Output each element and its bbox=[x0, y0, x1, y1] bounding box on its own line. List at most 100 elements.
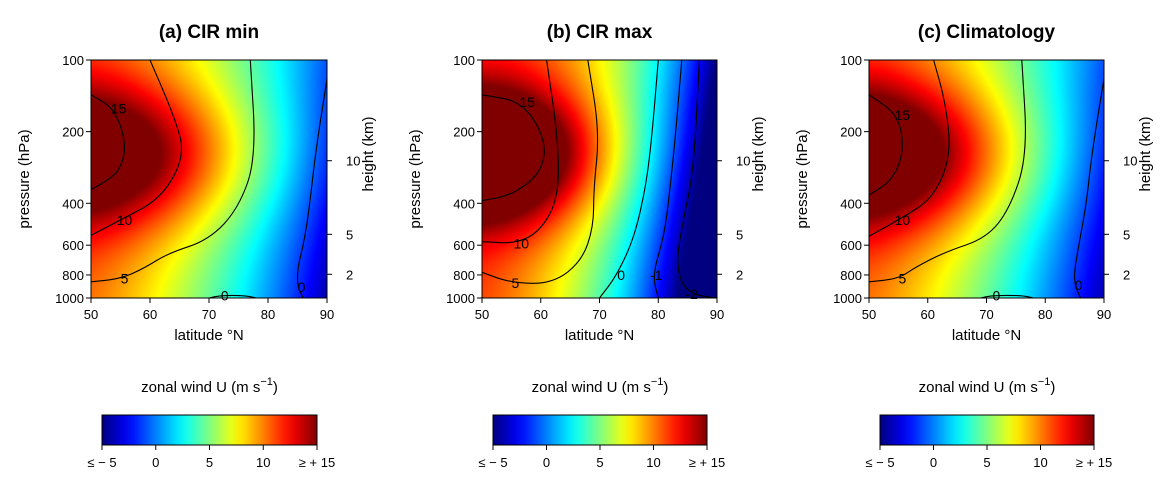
y-tick-label: 1000 bbox=[55, 291, 84, 306]
x-tick-label: 60 bbox=[143, 307, 157, 322]
contour-label: 5 bbox=[511, 275, 519, 291]
contour-line bbox=[677, 59, 718, 299]
colorbar-label-text: zonal wind U (m s bbox=[141, 379, 260, 396]
colorbar-tick-label: 10 bbox=[1033, 455, 1047, 470]
heatmap-field bbox=[91, 60, 327, 298]
colorbar-label: zonal wind U (m s−1) bbox=[919, 376, 1056, 396]
y-tick-label: 600 bbox=[453, 238, 475, 253]
x-tick-label: 50 bbox=[862, 307, 876, 322]
right-axis-label: height (km) bbox=[360, 116, 377, 191]
y-tick-label: 100 bbox=[840, 53, 862, 68]
panel-title: (b) CIR max bbox=[547, 22, 653, 43]
y-tick-label: 800 bbox=[62, 268, 84, 283]
heatmap-field bbox=[869, 60, 1104, 298]
right-tick-label: 5 bbox=[1123, 227, 1130, 242]
contour-label: 10 bbox=[117, 212, 133, 228]
colorbar-tick-label: 5 bbox=[983, 455, 990, 470]
contour-line bbox=[1074, 78, 1105, 299]
heatmap-field bbox=[482, 60, 717, 298]
colorbar-tick-label: 0 bbox=[543, 455, 550, 470]
right-tick-label: 5 bbox=[736, 227, 743, 242]
colorbar bbox=[492, 414, 708, 446]
y-tick-label: 100 bbox=[62, 53, 84, 68]
x-tick-label: 80 bbox=[1038, 307, 1052, 322]
y-tick-label: 400 bbox=[453, 196, 475, 211]
colorbar-tick-label: 0 bbox=[930, 455, 937, 470]
colorbar bbox=[101, 414, 318, 446]
contour-line bbox=[90, 59, 182, 236]
contour-line bbox=[653, 59, 683, 299]
panel-title: (a) CIR min bbox=[159, 22, 259, 43]
x-tick-label: 70 bbox=[979, 307, 993, 322]
colorbar-label-sup: −1 bbox=[1038, 376, 1051, 388]
x-tick-label: 90 bbox=[320, 307, 334, 322]
x-tick-label: 60 bbox=[921, 307, 935, 322]
y-tick-label: 600 bbox=[840, 238, 862, 253]
colorbar-label-text: zonal wind U (m s bbox=[532, 379, 651, 396]
contour-label: 10 bbox=[895, 212, 911, 228]
colorbar-tick-label: ≥ + 15 bbox=[689, 455, 725, 470]
y-tick-label: 200 bbox=[453, 125, 475, 140]
contour-line bbox=[481, 94, 545, 202]
colorbar-label: zonal wind U (m s−1) bbox=[141, 376, 278, 396]
y-tick-label: 800 bbox=[453, 268, 475, 283]
colorbar-tick-label: ≤ − 5 bbox=[87, 455, 116, 470]
contour-label: 0 bbox=[1075, 277, 1083, 293]
colorbar-tick-label: 5 bbox=[206, 455, 213, 470]
right-tick-label: 2 bbox=[346, 267, 353, 282]
contour-line bbox=[599, 59, 659, 299]
y-tick-label: 1000 bbox=[446, 291, 475, 306]
x-axis-label: latitude °N bbox=[565, 327, 634, 344]
y-tick-label: 100 bbox=[453, 53, 475, 68]
contour-line bbox=[481, 59, 559, 244]
right-tick-label: 5 bbox=[346, 227, 353, 242]
contour-line bbox=[296, 78, 328, 299]
right-axis-label: height (km) bbox=[1137, 116, 1154, 191]
contour-label: 0 bbox=[992, 287, 1000, 303]
colorbar-label-text: zonal wind U (m s bbox=[919, 379, 1038, 396]
x-tick-label: 50 bbox=[84, 307, 98, 322]
contour-label: 0 bbox=[617, 267, 625, 283]
y-axis-label: pressure (hPa) bbox=[16, 129, 33, 228]
colorbar-label: zonal wind U (m s−1) bbox=[532, 376, 669, 396]
colorbar-label-end: ) bbox=[273, 379, 278, 396]
x-tick-label: 70 bbox=[202, 307, 216, 322]
right-tick-label: 10 bbox=[736, 154, 750, 169]
colorbar-label-end: ) bbox=[1050, 379, 1055, 396]
y-axis-label: pressure (hPa) bbox=[794, 129, 811, 228]
y-axis-label: pressure (hPa) bbox=[407, 129, 424, 228]
contour-label: 5 bbox=[898, 271, 906, 287]
colorbar-label-sup: −1 bbox=[260, 376, 273, 388]
x-axis-label: latitude °N bbox=[174, 327, 243, 344]
x-tick-label: 70 bbox=[592, 307, 606, 322]
y-tick-label: 200 bbox=[840, 125, 862, 140]
y-tick-label: 200 bbox=[62, 125, 84, 140]
x-tick-label: 50 bbox=[475, 307, 489, 322]
colorbar-tick-label: 10 bbox=[646, 455, 660, 470]
colorbar-tick-label: 10 bbox=[256, 455, 270, 470]
colorbar bbox=[879, 414, 1095, 446]
colorbar-tick-label: 0 bbox=[152, 455, 159, 470]
colorbar-tick-label: ≥ + 15 bbox=[299, 455, 335, 470]
y-tick-label: 600 bbox=[62, 238, 84, 253]
right-tick-label: 10 bbox=[346, 154, 360, 169]
y-tick-label: 1000 bbox=[833, 291, 862, 306]
contour-label: -1 bbox=[650, 267, 663, 283]
right-tick-label: 2 bbox=[736, 267, 743, 282]
contour-label: 15 bbox=[519, 94, 535, 110]
colorbar-tick-label: ≤ − 5 bbox=[865, 455, 894, 470]
y-tick-label: 400 bbox=[840, 196, 862, 211]
colorbar-tick-label: 5 bbox=[596, 455, 603, 470]
y-tick-label: 800 bbox=[840, 268, 862, 283]
contour-line bbox=[481, 59, 599, 284]
contour-line bbox=[90, 94, 125, 190]
colorbar-label-sup: −1 bbox=[651, 376, 664, 388]
contour-label: 5 bbox=[121, 271, 129, 287]
contour-label: -2 bbox=[685, 286, 698, 302]
contour-line bbox=[868, 59, 1026, 283]
contour-label: 0 bbox=[298, 279, 306, 295]
